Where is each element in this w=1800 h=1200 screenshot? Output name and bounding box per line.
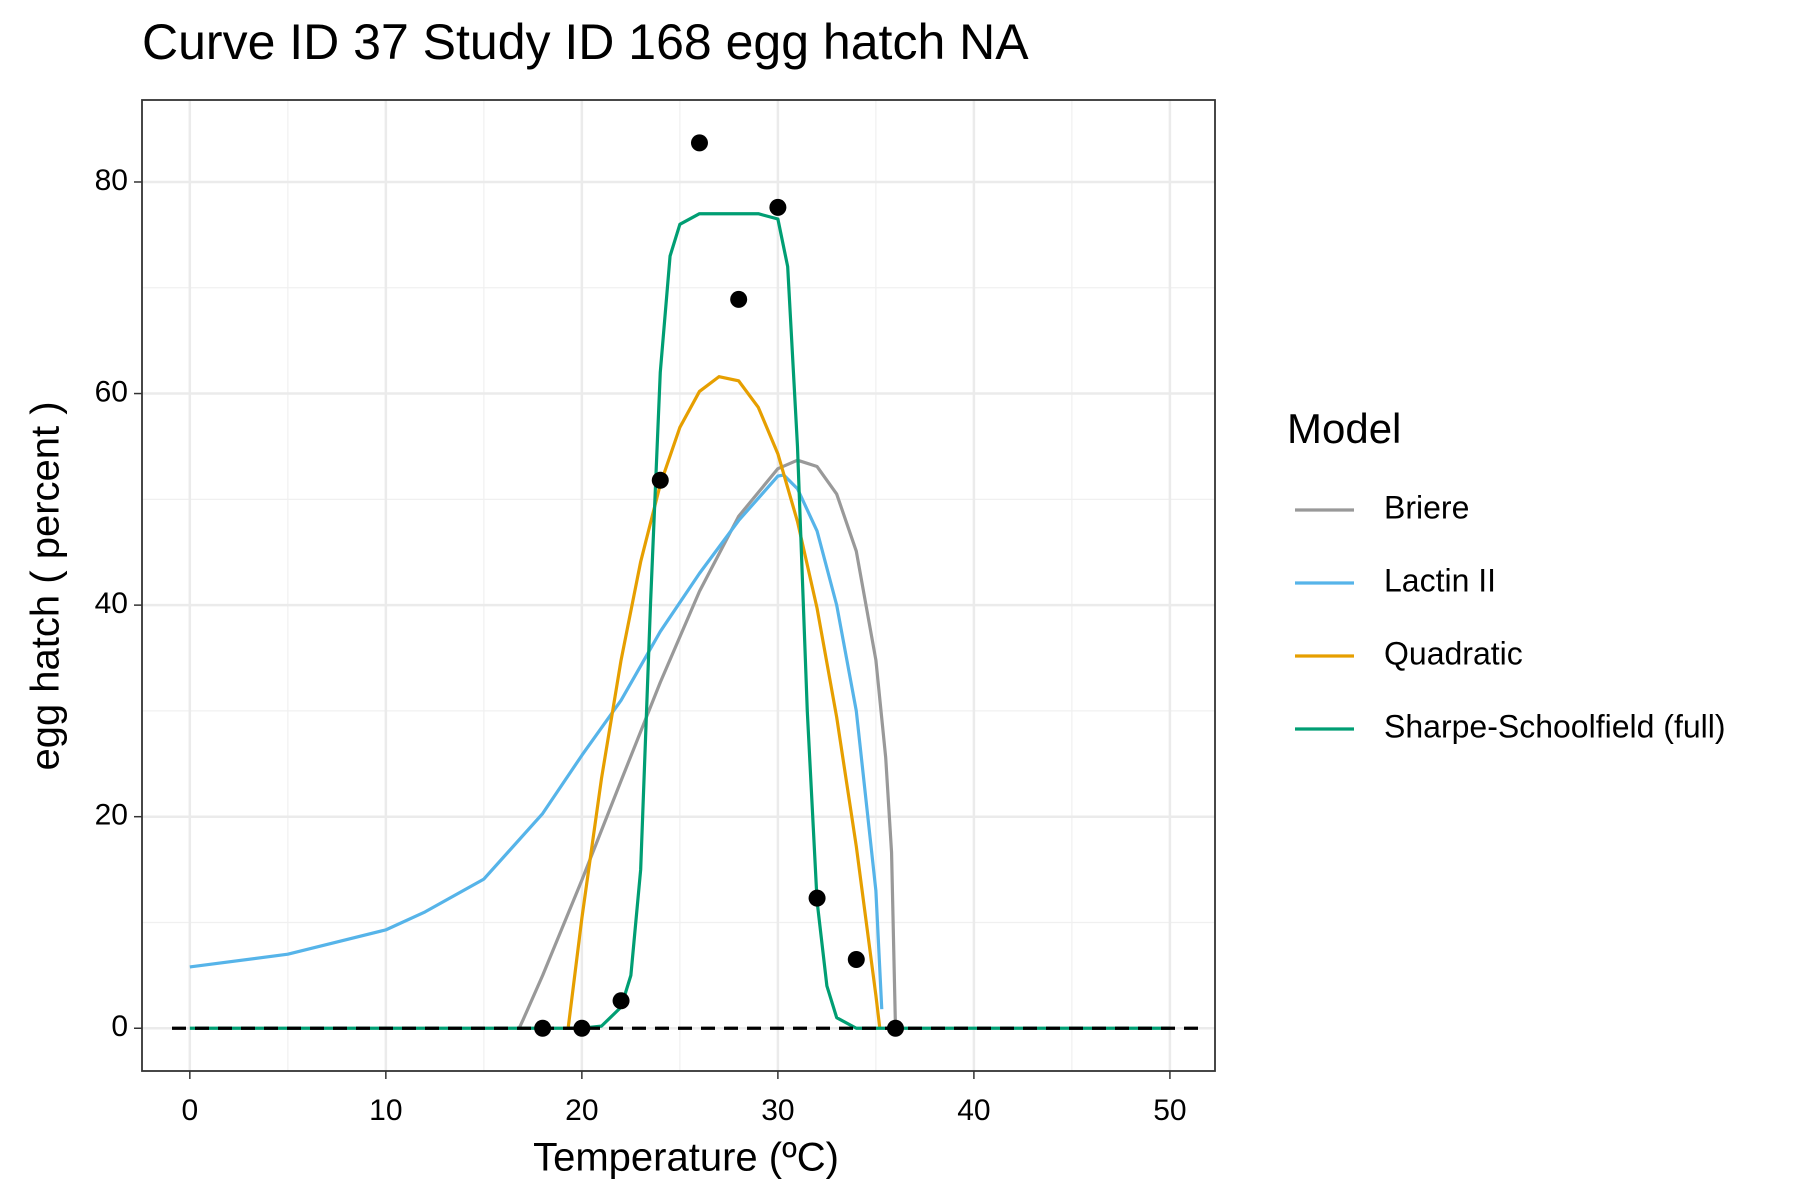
x-tick-label: 20 <box>565 1094 598 1127</box>
chart-title: Curve ID 37 Study ID 168 egg hatch NA <box>142 14 1029 70</box>
data-point <box>886 1019 904 1037</box>
y-tick-label: 0 <box>111 1010 128 1043</box>
data-point <box>690 134 708 152</box>
data-point <box>573 1019 591 1037</box>
x-tick-label: 40 <box>957 1094 990 1127</box>
y-tick-label: 60 <box>95 375 128 408</box>
data-point <box>769 198 787 216</box>
curve <box>566 375 882 1029</box>
x-axis-title: Temperature (ºC) <box>533 1136 839 1180</box>
legend-label: Sharpe-Schoolfield (full) <box>1384 708 1726 744</box>
y-axis-title: egg hatch ( percent ) <box>24 401 68 770</box>
data-point <box>730 290 748 308</box>
x-tick-label: 50 <box>1153 1094 1186 1127</box>
y-tick-label: 20 <box>95 799 128 832</box>
curve <box>189 473 884 1010</box>
x-tick-label: 30 <box>761 1094 794 1127</box>
data-point <box>651 471 669 489</box>
legend-label: Briere <box>1384 489 1469 525</box>
curve <box>517 458 898 1029</box>
data-point <box>534 1019 552 1037</box>
panel-border <box>141 99 1216 1072</box>
data-point <box>808 889 826 907</box>
legend-label: Lactin II <box>1384 562 1496 598</box>
y-tick-label: 40 <box>95 587 128 620</box>
x-tick-label: 0 <box>181 1094 198 1127</box>
x-tick-label: 10 <box>369 1094 402 1127</box>
data-point <box>847 951 865 969</box>
legend-label: Quadratic <box>1384 635 1523 671</box>
legend-title: Model <box>1287 405 1401 452</box>
data-point <box>612 992 630 1010</box>
y-tick-label: 80 <box>95 164 128 197</box>
